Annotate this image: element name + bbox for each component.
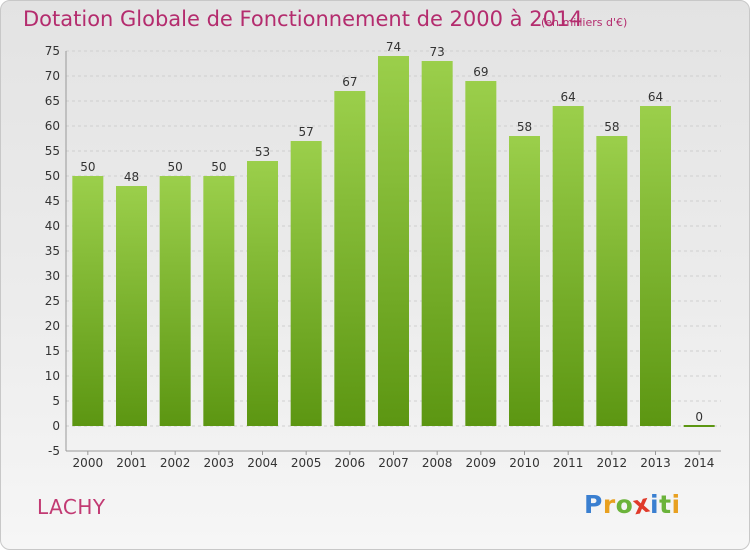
bar-2012: [596, 136, 628, 426]
y-tick-label: 25: [45, 294, 60, 308]
bar-2010: [509, 136, 540, 426]
y-tick-label: 60: [45, 119, 60, 133]
data-label-2007: 74: [386, 40, 401, 54]
logo-letter: i: [650, 490, 660, 519]
x-tick-label-2011: 2011: [553, 456, 584, 470]
data-label-2002: 50: [168, 160, 183, 174]
data-label-2011: 64: [561, 90, 576, 104]
x-tick-label-2012: 2012: [597, 456, 628, 470]
bar-2006: [334, 91, 366, 426]
bar-2001: [116, 186, 147, 426]
bar-2003: [203, 176, 235, 426]
commune-name: LACHY: [37, 495, 106, 519]
x-tick-label-2013: 2013: [640, 456, 671, 470]
y-tick-label: 65: [45, 94, 60, 108]
x-tick-label-2004: 2004: [247, 456, 278, 470]
x-tick-label-2000: 2000: [73, 456, 104, 470]
data-label-2003: 50: [211, 160, 226, 174]
y-tick-label: 15: [45, 344, 60, 358]
y-tick-label: 55: [45, 144, 60, 158]
data-label-2004: 53: [255, 145, 270, 159]
y-tick-label: 5: [52, 394, 60, 408]
y-tick-label: 35: [45, 244, 60, 258]
bar-2011: [552, 106, 584, 426]
y-tick-label: 50: [45, 169, 60, 183]
y-tick-label: 45: [45, 194, 60, 208]
data-label-2014: 0: [695, 410, 703, 424]
x-tick-label-2002: 2002: [160, 456, 191, 470]
bar-2004: [247, 161, 278, 426]
proxiti-logo: Proxiti: [584, 489, 681, 521]
y-tick-label: 70: [45, 69, 60, 83]
data-label-2012: 58: [604, 120, 619, 134]
bar-2000: [72, 176, 104, 426]
data-label-2009: 69: [473, 65, 488, 79]
x-tick-label-2001: 2001: [116, 456, 147, 470]
x-tick-label-2005: 2005: [291, 456, 322, 470]
data-label-2008: 73: [430, 45, 445, 59]
logo-letter: t: [659, 490, 672, 519]
y-tick-label: 20: [45, 319, 60, 333]
y-tick-label: 0: [52, 419, 60, 433]
bar-2002: [159, 176, 191, 426]
y-tick-label: 10: [45, 369, 60, 383]
y-tick-label: 40: [45, 219, 60, 233]
bar-2007: [378, 56, 409, 426]
chart-title: Dotation Globale de Fonctionnement de 20…: [23, 7, 583, 31]
chart-unit: (en milliers d'€): [541, 16, 628, 29]
y-tick-label: 30: [45, 269, 60, 283]
logo-letter: o: [615, 490, 634, 519]
x-tick-label-2006: 2006: [335, 456, 366, 470]
x-tick-label-2010: 2010: [509, 456, 540, 470]
bar-2008: [421, 61, 453, 426]
bar-2013: [640, 106, 671, 426]
bar-2005: [290, 141, 322, 426]
y-tick-label: -5: [48, 444, 60, 458]
x-tick-label-2007: 2007: [378, 456, 409, 470]
data-label-2001: 48: [124, 170, 139, 184]
bar-2009: [465, 81, 497, 426]
x-tick-label-2003: 2003: [204, 456, 235, 470]
data-label-2006: 67: [342, 75, 357, 89]
logo-letter: P: [584, 490, 603, 519]
logo-letter: r: [602, 490, 616, 519]
logo-letter: i: [671, 490, 681, 519]
x-tick-label-2009: 2009: [466, 456, 497, 470]
data-label-2013: 64: [648, 90, 663, 104]
x-tick-label-2008: 2008: [422, 456, 453, 470]
x-tick-label-2014: 2014: [684, 456, 715, 470]
data-label-2000: 50: [80, 160, 95, 174]
y-tick-label: 75: [45, 44, 60, 58]
data-label-2010: 58: [517, 120, 532, 134]
data-label-2005: 57: [299, 125, 314, 139]
